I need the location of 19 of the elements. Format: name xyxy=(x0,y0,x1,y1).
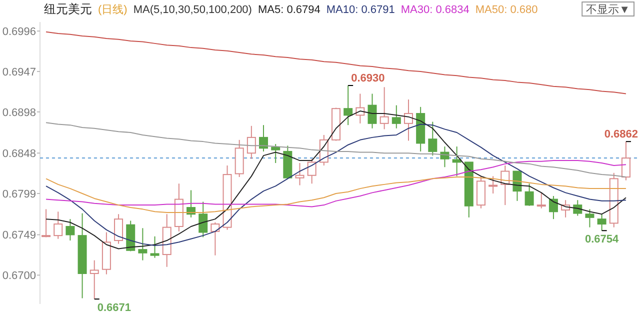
text: MA10: 0.6791 xyxy=(326,4,395,16)
y-tick-label: 0.6700 xyxy=(2,270,36,282)
chart-subtitle: (日线) xyxy=(98,3,128,16)
y-tick-label: 0.6749 xyxy=(2,230,36,242)
legend-title: MA(5,10,30,50,100,200) xyxy=(133,4,252,16)
chart-title: 纽元美元 xyxy=(44,2,92,16)
y-tick-label: 0.6996 xyxy=(2,26,36,38)
y-tick-label: 0.6848 xyxy=(2,148,36,160)
y-tick-label: 0.6947 xyxy=(2,66,36,78)
annotation: 0.6671 xyxy=(97,302,132,314)
text: MA30: 0.6834 xyxy=(400,4,470,16)
y-tick-label: 0.6898 xyxy=(2,106,36,119)
text: MA5: 0.6794 xyxy=(258,4,320,16)
annotation: 0.6862 xyxy=(604,128,638,141)
annotation: 0.6754 xyxy=(584,234,620,246)
button: 不显示▼ xyxy=(582,2,634,16)
text: MA50: 0.680 xyxy=(475,4,538,16)
y-tick-label: 0.6799 xyxy=(2,188,36,201)
annotation: 0.6930 xyxy=(351,72,385,84)
